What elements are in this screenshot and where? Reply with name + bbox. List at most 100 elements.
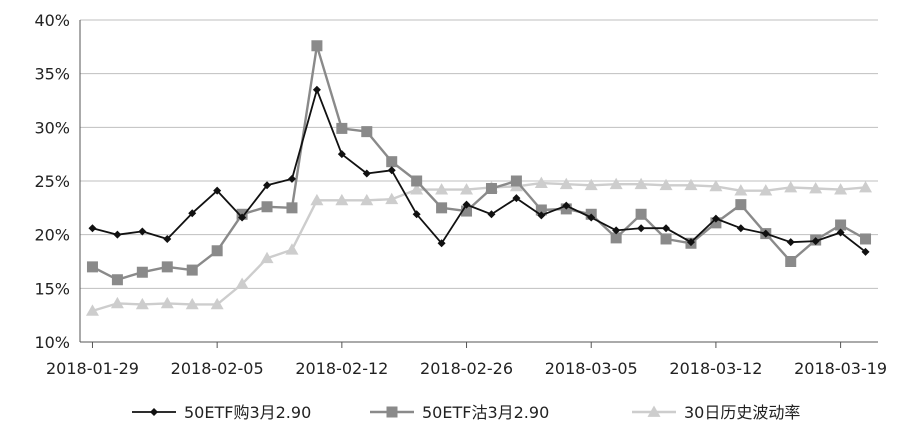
data-point-triangle	[160, 296, 174, 309]
x-tick-label: 2018-03-05	[545, 359, 638, 378]
data-point-diamond	[662, 224, 671, 233]
data-point-square	[336, 122, 348, 134]
data-point-triangle	[784, 180, 798, 193]
data-point-diamond	[387, 166, 396, 175]
series-layer	[85, 40, 873, 316]
y-tick-label: 10%	[34, 333, 70, 352]
series-triangle	[85, 176, 873, 316]
data-point-triangle	[684, 178, 698, 191]
data-point-triangle	[834, 183, 848, 195]
data-point-diamond	[138, 227, 147, 236]
data-point-triangle	[734, 184, 748, 196]
data-point-square	[361, 126, 373, 138]
legend-label: 50ETF沽3月2.90	[422, 403, 549, 422]
data-point-triangle	[210, 297, 224, 310]
data-point-triangle	[385, 192, 399, 205]
data-point-diamond	[711, 214, 720, 223]
data-point-square	[610, 232, 622, 244]
data-point-square	[136, 266, 148, 278]
data-point-square	[386, 156, 398, 168]
data-point-triangle	[709, 179, 723, 192]
data-point-triangle	[360, 193, 374, 206]
data-point-diamond	[587, 213, 596, 222]
data-point-square	[485, 183, 497, 195]
data-point-square	[186, 264, 198, 276]
data-point-square	[436, 202, 448, 214]
data-point-diamond	[287, 174, 296, 183]
data-point-square	[510, 175, 522, 187]
data-point-diamond	[786, 238, 795, 247]
y-tick-label: 20%	[34, 226, 70, 245]
data-point-diamond	[811, 237, 820, 246]
data-point-diamond	[163, 234, 172, 243]
data-point-triangle	[634, 177, 648, 190]
data-point-square	[261, 201, 273, 213]
data-point-square	[161, 261, 173, 273]
data-point-square	[735, 199, 747, 211]
data-point-square	[386, 406, 398, 418]
x-tick-label: 2018-02-05	[171, 359, 264, 378]
data-point-diamond	[437, 239, 446, 248]
data-point-square	[860, 233, 872, 245]
data-point-triangle	[759, 184, 773, 196]
data-point-diamond	[637, 224, 646, 233]
data-point-triangle	[335, 193, 349, 206]
legend-item: 50ETF沽3月2.90	[370, 403, 549, 422]
data-point-diamond	[337, 150, 346, 159]
x-tick-label: 2018-02-12	[295, 359, 388, 378]
data-point-square	[111, 274, 123, 286]
data-point-diamond	[263, 181, 272, 190]
data-point-triangle	[435, 183, 449, 195]
data-point-triangle	[559, 177, 573, 190]
data-point-diamond	[312, 85, 321, 94]
data-point-diamond	[150, 408, 158, 416]
data-point-diamond	[487, 210, 496, 219]
data-point-diamond	[462, 200, 471, 209]
data-point-square	[535, 204, 547, 216]
legend-item: 30日历史波动率	[632, 403, 800, 422]
y-tick-label: 15%	[34, 279, 70, 298]
data-point-diamond	[861, 247, 870, 256]
data-point-triangle	[809, 182, 823, 194]
y-tick-label: 30%	[34, 118, 70, 137]
data-point-square	[785, 256, 797, 267]
data-point-triangle	[647, 405, 661, 417]
data-point-square	[86, 261, 98, 273]
series-square	[86, 40, 872, 286]
y-tick-label: 35%	[34, 65, 70, 84]
x-tick-label: 2018-03-19	[794, 359, 887, 378]
data-point-diamond	[736, 224, 745, 233]
data-point-square	[411, 175, 423, 187]
y-tick-label: 40%	[34, 11, 70, 30]
data-point-triangle	[85, 304, 99, 316]
series-line	[91, 44, 867, 281]
axis-layer: 10% 15% 20% 25% 30% 35% 40% 2018-01-29 2018-02-0…	[34, 11, 887, 378]
data-point-square	[461, 205, 473, 217]
data-point-square	[635, 208, 647, 220]
data-point-diamond	[761, 229, 770, 238]
data-point-diamond	[412, 210, 421, 219]
series-line	[92, 181, 866, 313]
legend-item: 50ETF购3月2.90	[132, 403, 311, 422]
data-point-square	[211, 245, 223, 257]
data-point-diamond	[612, 226, 621, 235]
data-point-triangle	[135, 297, 149, 310]
data-point-square	[311, 40, 323, 52]
data-point-diamond	[686, 238, 695, 247]
data-point-triangle	[410, 183, 424, 195]
grid-layer	[80, 19, 878, 289]
x-tick-label: 2018-03-12	[669, 359, 762, 378]
data-point-diamond	[113, 230, 122, 239]
data-point-triangle	[584, 178, 598, 191]
series-line	[92, 88, 867, 253]
data-point-triangle	[235, 277, 249, 289]
data-point-square	[660, 233, 672, 245]
x-tick-label: 2018-01-29	[46, 359, 139, 378]
data-point-triangle	[285, 243, 299, 255]
data-point-triangle	[110, 296, 124, 309]
data-point-triangle	[185, 297, 199, 310]
data-point-diamond	[562, 201, 571, 210]
data-point-triangle	[260, 251, 274, 264]
series-diamond	[88, 85, 870, 256]
